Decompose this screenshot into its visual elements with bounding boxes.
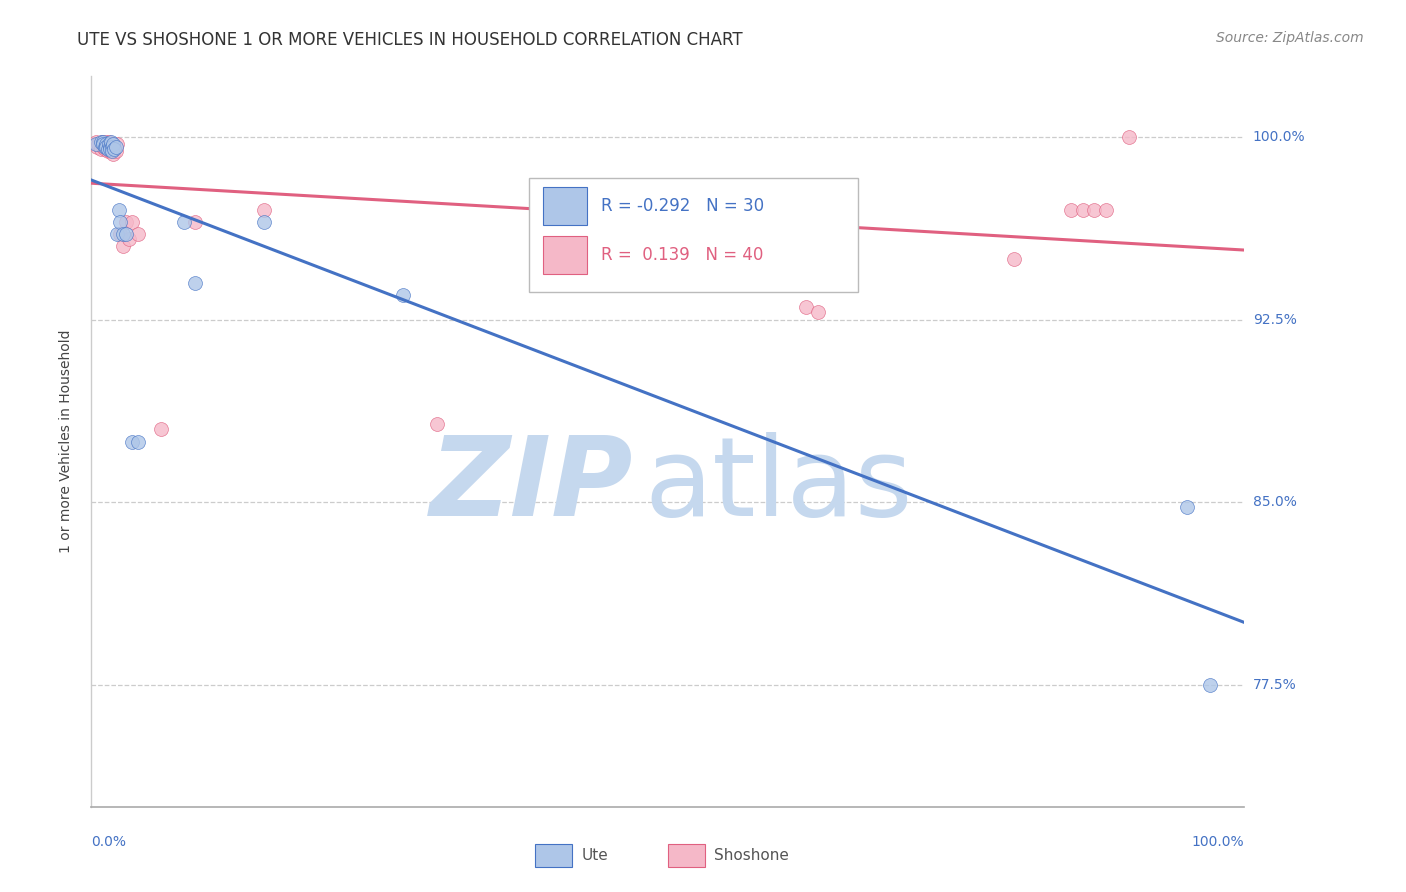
- Point: [1060, 202, 1083, 217]
- Point: [426, 417, 449, 432]
- FancyBboxPatch shape: [543, 187, 588, 225]
- Point: [96, 145, 118, 159]
- Text: 92.5%: 92.5%: [1253, 312, 1296, 326]
- Point: [173, 215, 195, 229]
- Point: [103, 146, 125, 161]
- Point: [184, 276, 207, 290]
- Point: [101, 145, 124, 159]
- Text: UTE VS SHOSHONE 1 OR MORE VEHICLES IN HOUSEHOLD CORRELATION CHART: UTE VS SHOSHONE 1 OR MORE VEHICLES IN HO…: [77, 31, 742, 49]
- Point: [391, 288, 413, 302]
- Point: [86, 139, 108, 153]
- Point: [110, 215, 132, 229]
- Point: [110, 227, 132, 242]
- Point: [1198, 678, 1220, 692]
- Point: [91, 137, 114, 152]
- Point: [103, 139, 125, 153]
- Point: [111, 227, 134, 242]
- Text: Shoshone: Shoshone: [714, 848, 789, 863]
- Point: [105, 137, 128, 152]
- Point: [127, 434, 149, 449]
- Point: [830, 215, 852, 229]
- Point: [97, 137, 120, 152]
- Point: [94, 139, 117, 153]
- Point: [1175, 500, 1198, 515]
- Text: 0.0%: 0.0%: [91, 835, 127, 849]
- Point: [98, 139, 121, 153]
- Point: [118, 232, 141, 246]
- Point: [253, 202, 276, 217]
- Point: [1118, 129, 1140, 144]
- Point: [794, 301, 817, 315]
- Text: R =  0.139   N = 40: R = 0.139 N = 40: [600, 245, 763, 263]
- Point: [100, 142, 122, 156]
- Text: 77.5%: 77.5%: [1253, 678, 1296, 692]
- FancyBboxPatch shape: [668, 844, 704, 867]
- Point: [104, 145, 127, 159]
- Text: R = -0.292   N = 30: R = -0.292 N = 30: [600, 197, 763, 215]
- Point: [127, 227, 149, 242]
- Point: [818, 215, 841, 229]
- Text: 100.0%: 100.0%: [1192, 835, 1244, 849]
- Point: [84, 135, 107, 149]
- Point: [84, 137, 107, 152]
- Point: [108, 202, 131, 217]
- Point: [101, 137, 124, 152]
- Point: [101, 139, 124, 153]
- Text: 85.0%: 85.0%: [1253, 495, 1296, 509]
- FancyBboxPatch shape: [543, 235, 588, 274]
- Point: [90, 135, 112, 149]
- Point: [1002, 252, 1025, 266]
- Point: [103, 142, 125, 156]
- Point: [121, 434, 143, 449]
- Point: [1071, 202, 1094, 217]
- Point: [96, 139, 118, 153]
- Point: [97, 135, 120, 149]
- Y-axis label: 1 or more Vehicles in Household: 1 or more Vehicles in Household: [59, 330, 73, 553]
- Point: [105, 227, 128, 242]
- Point: [96, 139, 118, 153]
- Point: [121, 215, 143, 229]
- Point: [184, 215, 207, 229]
- Point: [96, 142, 118, 156]
- Point: [98, 142, 121, 156]
- Point: [94, 142, 117, 156]
- Point: [149, 422, 172, 436]
- Point: [96, 137, 118, 152]
- Text: ZIP: ZIP: [430, 432, 633, 539]
- FancyBboxPatch shape: [536, 844, 572, 867]
- Point: [90, 135, 112, 149]
- Point: [91, 139, 114, 153]
- Point: [807, 305, 830, 319]
- Point: [253, 215, 276, 229]
- Point: [98, 139, 121, 153]
- Point: [1083, 202, 1105, 217]
- Point: [100, 135, 122, 149]
- Point: [111, 239, 134, 253]
- Point: [93, 137, 115, 152]
- Text: 100.0%: 100.0%: [1253, 129, 1305, 144]
- Text: Source: ZipAtlas.com: Source: ZipAtlas.com: [1216, 31, 1364, 45]
- Point: [98, 145, 121, 159]
- Point: [1095, 202, 1118, 217]
- Point: [91, 135, 114, 149]
- Point: [103, 137, 125, 152]
- Point: [104, 139, 127, 153]
- Point: [90, 142, 112, 156]
- Point: [115, 215, 138, 229]
- Point: [115, 227, 138, 242]
- Text: atlas: atlas: [645, 432, 914, 539]
- FancyBboxPatch shape: [530, 178, 858, 292]
- Text: Ute: Ute: [582, 848, 609, 863]
- Point: [96, 135, 118, 149]
- Point: [87, 137, 110, 152]
